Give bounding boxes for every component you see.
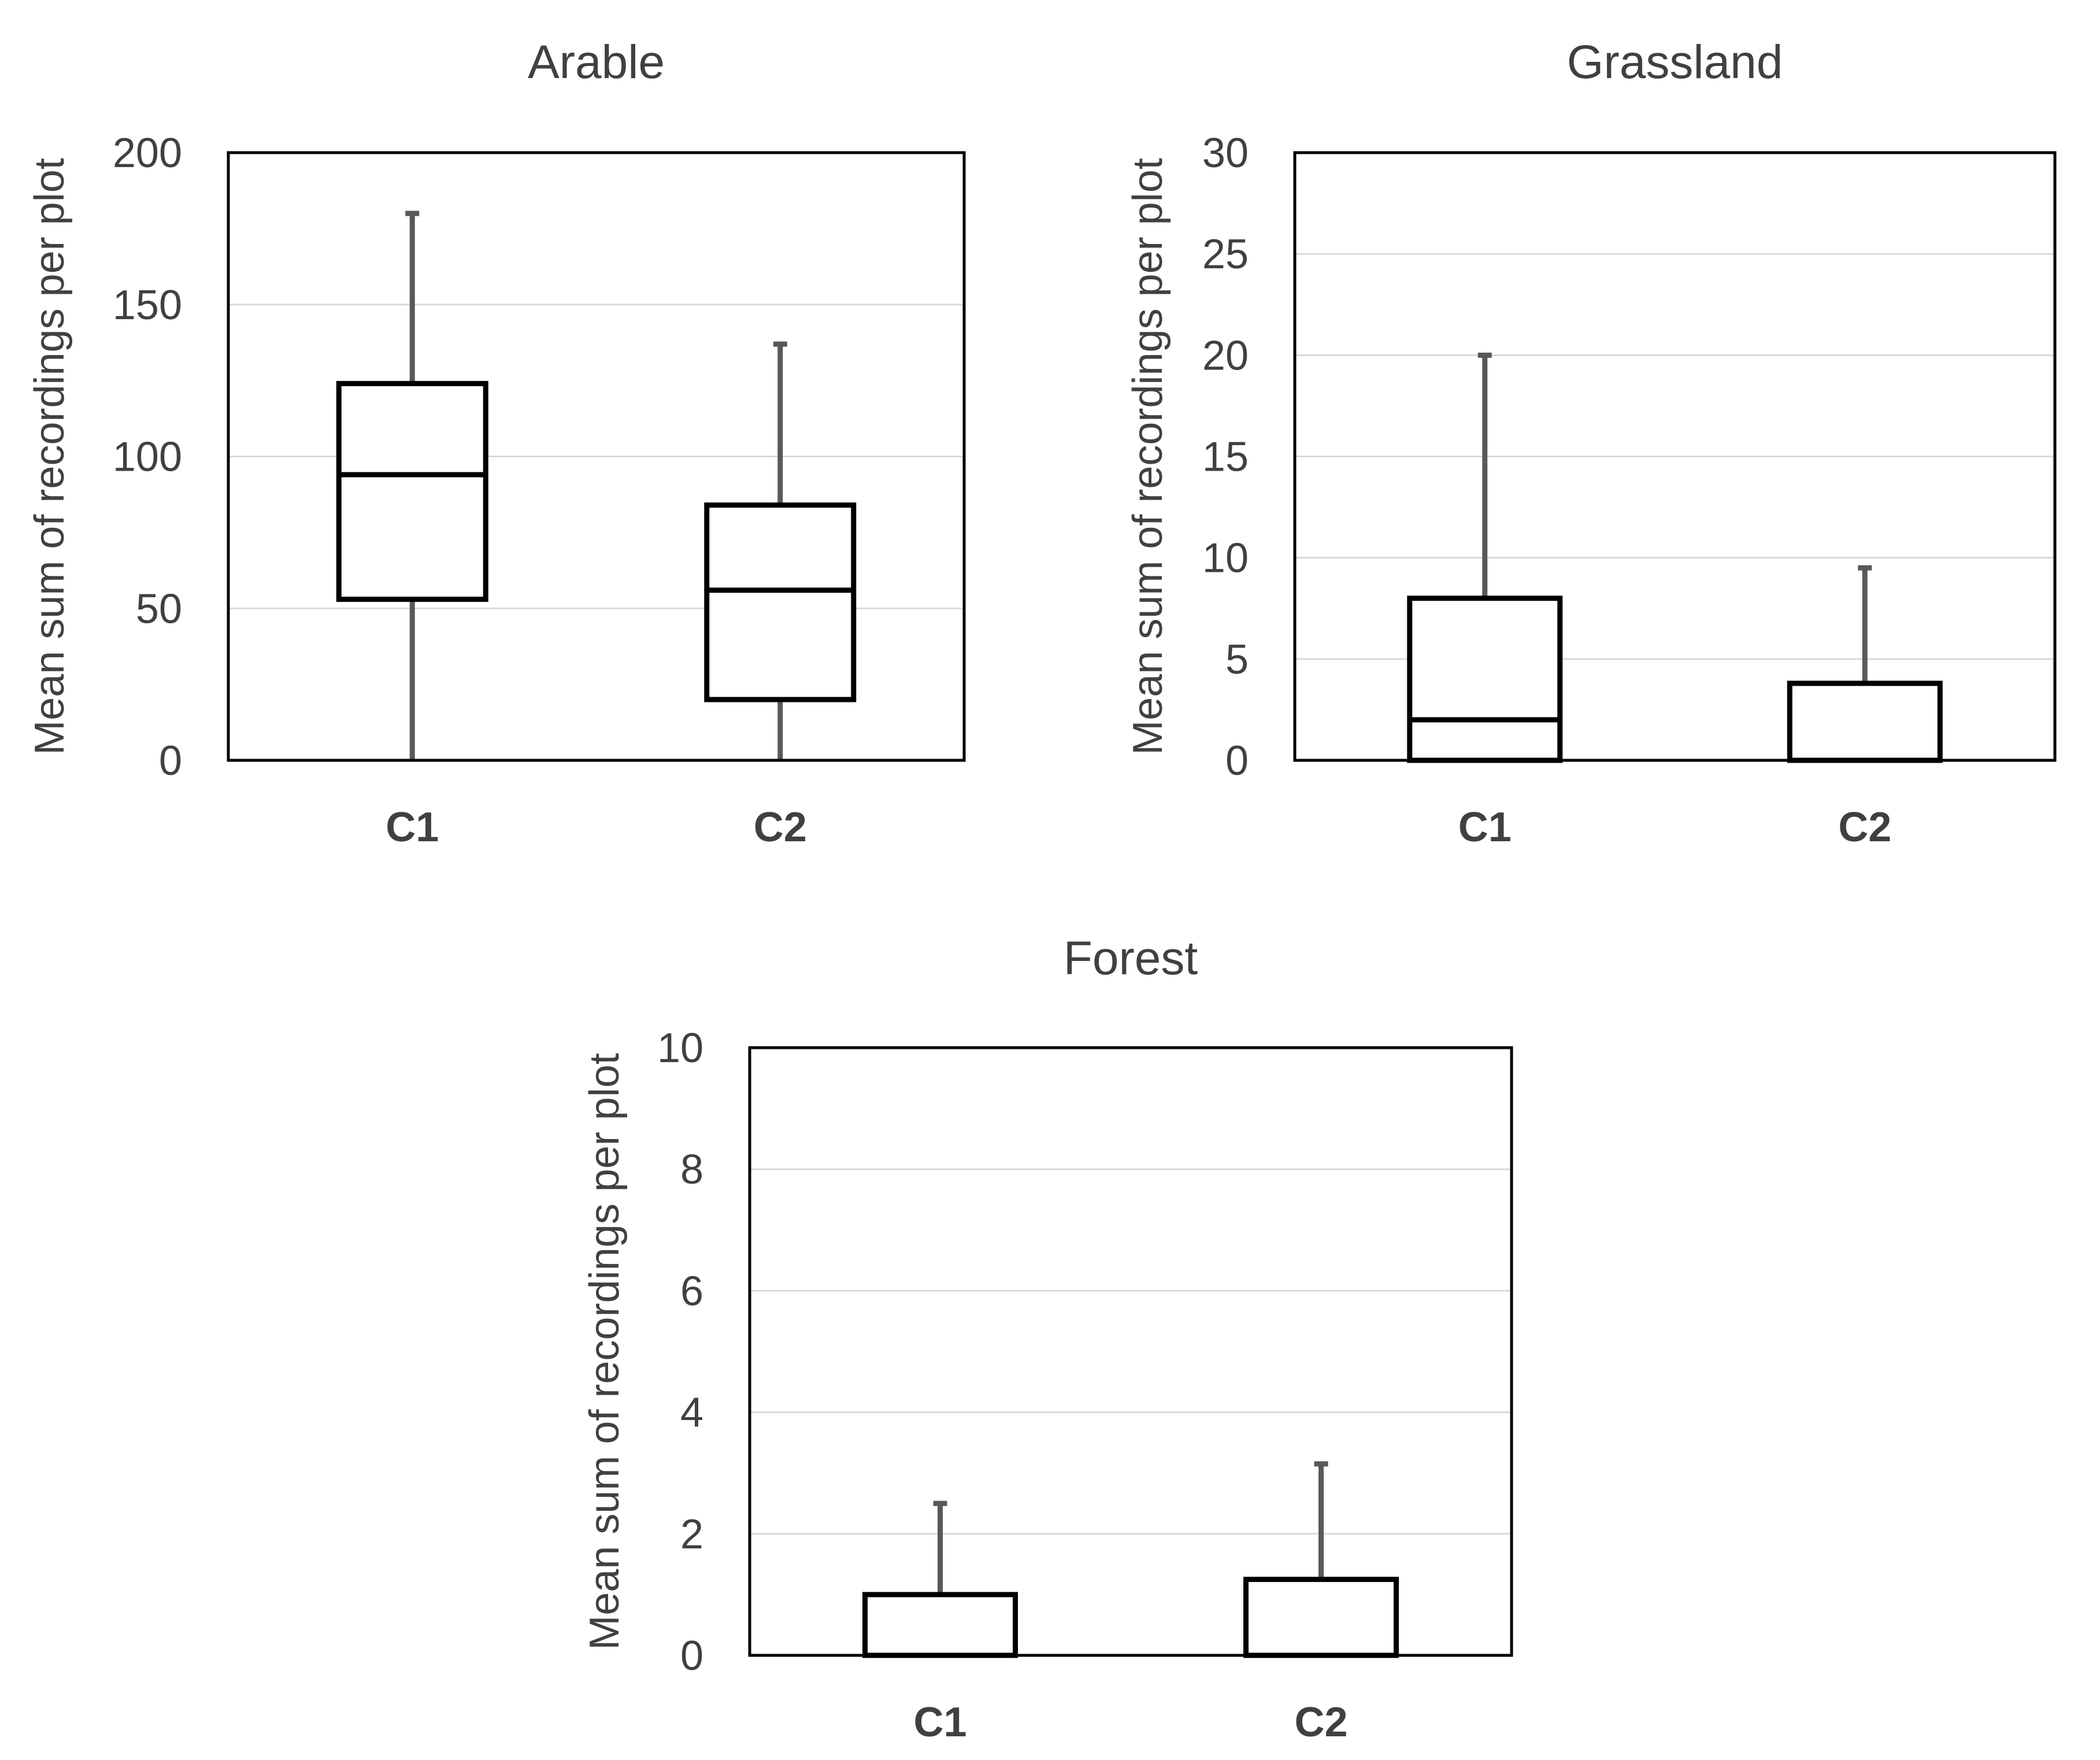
arable-xtick-label: C1 (386, 804, 439, 851)
forest-c2-box (1243, 1577, 1399, 1658)
forest-ytick-label: 6 (680, 1268, 703, 1314)
chart-panel-grassland: 0 5 10 15 20 25 30 C1 C2 Grassland Mean sum of rec… (1125, 36, 2057, 851)
forest-ytick-label: 0 (680, 1633, 703, 1679)
forest-xtick-label: C2 (1294, 1699, 1347, 1746)
grassland-chart-title: Grassland (1567, 36, 1783, 88)
arable-c1-box (336, 380, 488, 602)
arable-ytick-label: 50 (136, 586, 182, 632)
arable-y-axis-label: Mean sum of recordings per plot (27, 158, 73, 755)
grassland-ytick-label: 25 (1202, 231, 1249, 278)
forest-xtick-label: C1 (913, 1699, 966, 1746)
arable-chart-title: Arable (528, 36, 665, 88)
grassland-ytick-label: 10 (1202, 535, 1249, 582)
arable-ytick-label: 150 (113, 282, 182, 328)
arable-ytick-label: 100 (113, 434, 182, 480)
chart-panel-forest: 0 2 4 6 8 10 C1 C2 Forest Mean sum of recordings … (582, 932, 1513, 1746)
grassland-ytick-label: 0 (1225, 738, 1249, 784)
forest-ytick-label: 2 (680, 1511, 703, 1558)
chart-panel-arable: 0 50 100 150 200 C1 C2 Arable Mean sum of record… (27, 36, 966, 851)
forest-y-axis-label: Mean sum of recordings per plot (582, 1053, 628, 1650)
grassland-xtick-label: C2 (1838, 804, 1891, 851)
grassland-y-axis-label: Mean sum of recordings per plot (1125, 158, 1171, 755)
forest-ytick-label: 4 (680, 1390, 703, 1436)
grassland-xtick-label: C1 (1458, 804, 1512, 851)
arable-plot-frame (227, 151, 966, 762)
grassland-plot-frame (1293, 151, 2057, 762)
grassland-c1-box (1407, 596, 1563, 763)
arable-ytick-label: 0 (159, 738, 182, 784)
grassland-c2-box (1787, 681, 1943, 763)
forest-ytick-label: 8 (680, 1147, 703, 1193)
grassland-ytick-label: 5 (1225, 637, 1249, 683)
forest-plot-frame (748, 1046, 1513, 1657)
grassland-ytick-label: 20 (1202, 332, 1249, 379)
forest-ytick-label: 10 (657, 1025, 703, 1071)
arable-ytick-label: 200 (113, 130, 182, 176)
forest-c1-box (862, 1592, 1018, 1658)
forest-chart-title: Forest (1064, 932, 1198, 985)
grassland-ytick-label: 15 (1202, 434, 1249, 480)
arable-c2-box (704, 502, 857, 702)
grassland-ytick-label: 30 (1202, 130, 1249, 176)
arable-xtick-label: C2 (754, 804, 807, 851)
